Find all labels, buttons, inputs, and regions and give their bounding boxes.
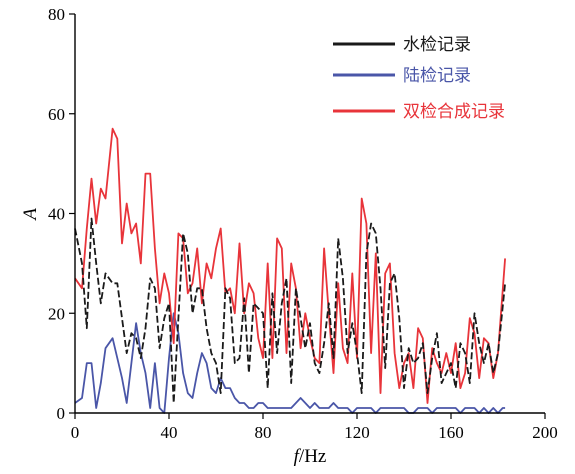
x-axis-title-unit: /Hz (299, 446, 326, 467)
y-tick-label: 40 (48, 205, 65, 224)
y-tick-label: 60 (48, 105, 65, 124)
series-line-0 (74, 217, 506, 404)
legend-label: 陆检记录 (403, 66, 471, 86)
legend-label: 双检合成记录 (403, 102, 505, 122)
plot-lines (74, 127, 506, 414)
x-axis-title: f/Hz (294, 446, 327, 467)
y-tick-label: 20 (48, 304, 65, 323)
series-line-2 (74, 127, 506, 404)
x-tick-label: 80 (255, 423, 272, 442)
series-line-1 (74, 312, 506, 414)
y-ticks: 0 20 40 60 80 (48, 5, 75, 423)
x-tick-label: 40 (161, 423, 178, 442)
svg-text:f/Hz: f/Hz (294, 446, 327, 467)
x-axis-title-variable: f (294, 446, 302, 467)
x-tick-label: 200 (532, 423, 558, 442)
y-axis-title: A (20, 208, 41, 222)
x-tick-label: 120 (344, 423, 370, 442)
y-tick-label: 80 (48, 5, 65, 24)
y-tick-label: 0 (57, 404, 66, 423)
x-tick-label: 0 (71, 423, 80, 442)
x-ticks: 0 40 80 120 160 200 (71, 413, 558, 442)
axes (74, 14, 545, 414)
x-tick-label: 160 (438, 423, 464, 442)
legend-label: 水检记录 (403, 35, 471, 55)
